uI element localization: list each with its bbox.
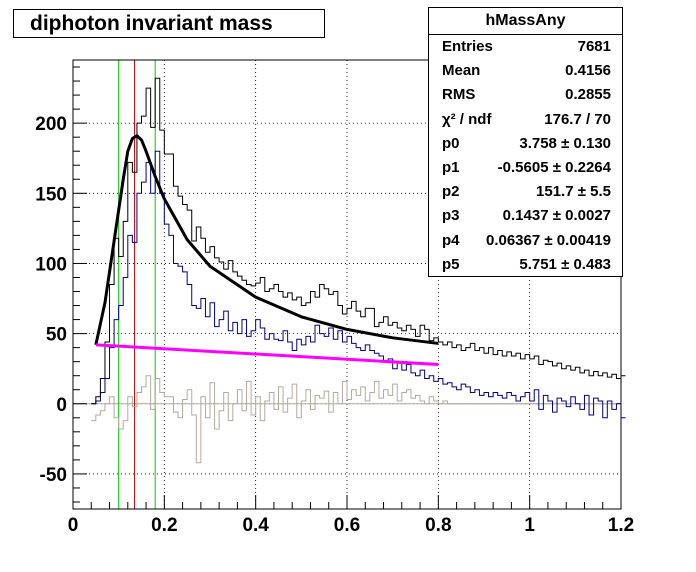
fit-curve bbox=[94, 134, 439, 346]
stats-value: 0.06367 ± 0.00419 bbox=[485, 231, 611, 249]
x-tick-label: 1.2 bbox=[608, 515, 634, 536]
stats-row: p4 0.06367 ± 0.00419 bbox=[429, 229, 622, 253]
background-fit bbox=[95, 343, 439, 366]
vertical-markers bbox=[118, 60, 156, 509]
stats-key: χ² / ndf bbox=[442, 110, 492, 128]
stats-key: p3 bbox=[442, 207, 460, 225]
stats-rows: Entries 7681 Mean 0.4156 RMS 0.2855 χ² / ndf 17… bbox=[429, 35, 622, 277]
stats-value: 151.7 ± 5.5 bbox=[536, 183, 611, 201]
chart-title-box: diphoton invariant mass bbox=[13, 9, 325, 38]
stats-key: Entries bbox=[442, 38, 493, 55]
y-tick-label: -50 bbox=[40, 465, 67, 486]
axes: 0 0.2 0.4 0.6 0.8 1 1.2 -50 0 50 100 150 200 bbox=[35, 59, 634, 536]
stats-box: hMassAny Entries 7681 Mean 0.4156 RMS 0.2855 χ… bbox=[428, 7, 623, 277]
stats-value: 3.758 ± 0.130 bbox=[519, 134, 611, 152]
x-tick-label: 0.8 bbox=[425, 515, 451, 536]
stats-row: p2 151.7 ± 5.5 bbox=[429, 180, 622, 204]
stats-value: 0.2855 bbox=[565, 86, 611, 104]
x-tick-label: 0.6 bbox=[334, 515, 360, 536]
stats-row: p3 0.1437 ± 0.0027 bbox=[429, 204, 622, 228]
x-tick-label: 1 bbox=[524, 515, 535, 536]
y-tick-label: 200 bbox=[35, 114, 67, 135]
stats-row: p0 3.758 ± 0.130 bbox=[429, 132, 622, 156]
stats-row: Mean 0.4156 bbox=[429, 59, 622, 83]
stats-key: p0 bbox=[442, 134, 460, 152]
stats-name: hMassAny bbox=[429, 8, 622, 35]
y-tick-label: 50 bbox=[46, 325, 67, 346]
stats-value: -0.5605 ± 0.2264 bbox=[497, 158, 611, 176]
x-tick-label: 0.2 bbox=[151, 515, 177, 536]
stats-row: p1 -0.5605 ± 0.2264 bbox=[429, 156, 622, 180]
histogram-all bbox=[91, 77, 626, 405]
histogram-difference bbox=[91, 375, 621, 464]
stats-row: RMS 0.2855 bbox=[429, 83, 622, 107]
stats-key: p5 bbox=[442, 255, 460, 273]
stats-row: p5 5.751 ± 0.483 bbox=[429, 253, 622, 277]
stats-key: p1 bbox=[442, 158, 460, 176]
chart-title: diphoton invariant mass bbox=[30, 12, 273, 35]
histogram-blue bbox=[91, 150, 626, 419]
stats-key: p4 bbox=[442, 231, 460, 249]
x-tick-label: 0.4 bbox=[242, 515, 269, 536]
stats-value: 176.7 / 70 bbox=[544, 110, 611, 128]
stats-key: Mean bbox=[442, 62, 481, 80]
stats-value: 7681 bbox=[577, 38, 611, 55]
stats-value: 0.1437 ± 0.0027 bbox=[502, 207, 611, 225]
x-tick-label: 0 bbox=[68, 515, 79, 536]
y-tick-label: 150 bbox=[35, 184, 67, 205]
stats-row: χ² / ndf 176.7 / 70 bbox=[429, 108, 622, 132]
y-tick-label: 0 bbox=[56, 395, 67, 416]
stats-value: 0.4156 bbox=[565, 62, 611, 80]
stats-value: 5.751 ± 0.483 bbox=[519, 255, 611, 273]
stats-key: p2 bbox=[442, 183, 460, 201]
stats-key: RMS bbox=[442, 86, 476, 104]
y-tick-label: 100 bbox=[35, 254, 67, 275]
series-layer bbox=[91, 77, 626, 464]
stats-row: Entries 7681 bbox=[429, 35, 622, 59]
